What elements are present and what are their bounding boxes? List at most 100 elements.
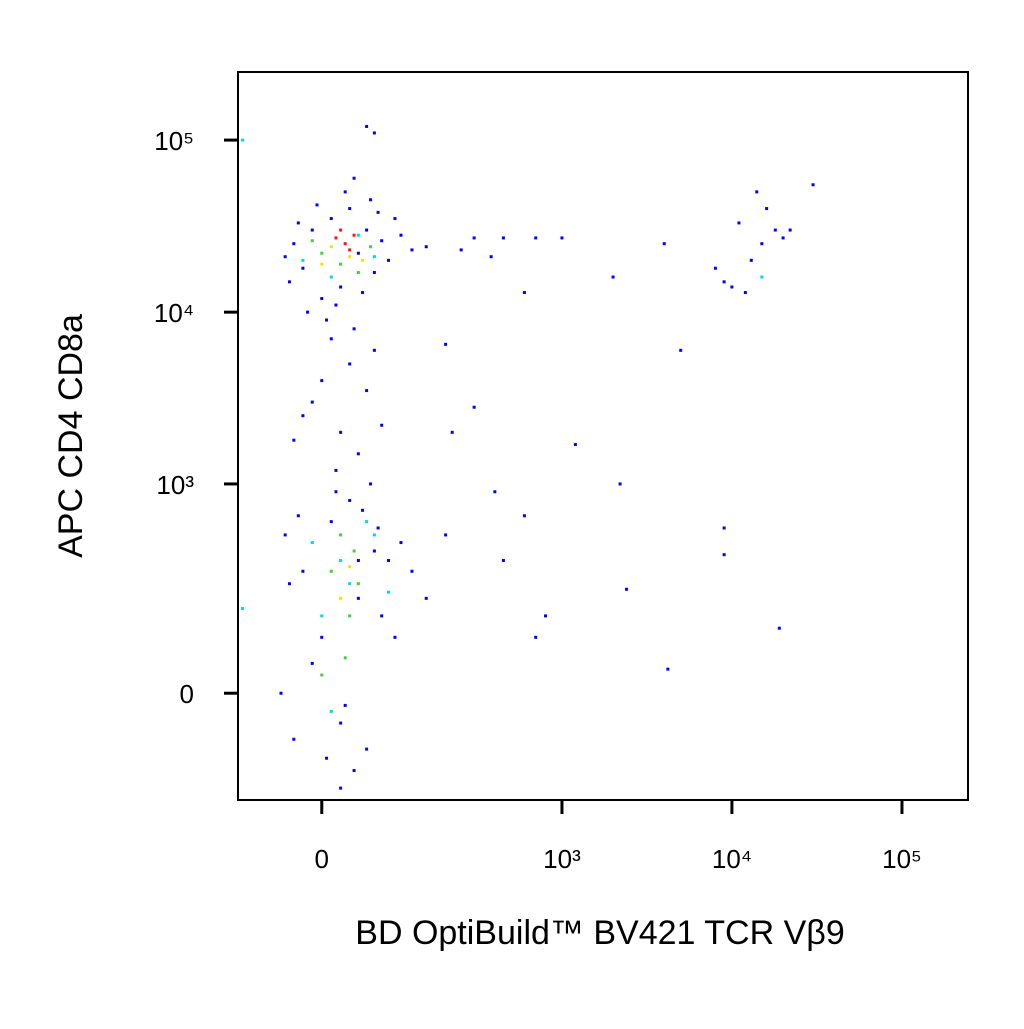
data-point xyxy=(325,756,329,760)
plot-frame xyxy=(237,71,969,801)
y-axis-title: APC CD4 CD8a xyxy=(52,314,90,558)
data-point xyxy=(444,533,448,537)
data-point xyxy=(399,233,403,237)
data-point xyxy=(666,667,670,671)
data-point xyxy=(343,242,347,246)
data-point xyxy=(334,303,338,307)
data-point xyxy=(489,255,493,259)
data-point xyxy=(369,245,373,249)
data-point xyxy=(348,207,352,211)
data-point xyxy=(343,703,347,707)
data-point xyxy=(339,786,343,790)
data-point xyxy=(618,482,622,486)
data-point xyxy=(760,242,764,246)
data-point xyxy=(387,590,391,594)
data-point xyxy=(679,348,683,352)
data-point xyxy=(279,691,283,695)
data-point xyxy=(534,635,538,639)
data-point xyxy=(625,587,629,591)
data-point xyxy=(730,285,734,289)
data-point xyxy=(361,508,365,512)
data-point xyxy=(380,423,384,427)
data-point xyxy=(310,661,314,665)
data-point xyxy=(459,248,463,252)
data-point xyxy=(372,348,376,352)
y-tick-label: 10³ xyxy=(156,470,194,500)
data-point xyxy=(292,242,296,246)
x-axis-title: BD OptiBuild™ BV421 TCR Vβ9 xyxy=(355,914,844,952)
data-point xyxy=(301,258,305,262)
data-point xyxy=(662,242,666,246)
data-point xyxy=(292,737,296,741)
data-point xyxy=(811,183,815,187)
data-point xyxy=(765,207,769,211)
data-point xyxy=(356,251,360,255)
data-point xyxy=(788,228,792,232)
data-point xyxy=(472,405,476,409)
data-point xyxy=(361,258,365,262)
data-point xyxy=(329,275,333,279)
data-point xyxy=(325,318,329,322)
data-point xyxy=(315,203,319,207)
data-point xyxy=(348,248,352,252)
data-point xyxy=(334,236,338,240)
data-point xyxy=(329,520,333,524)
data-point xyxy=(544,614,548,618)
data-point xyxy=(339,430,343,434)
data-point xyxy=(348,362,352,366)
data-point xyxy=(283,255,287,259)
data-point xyxy=(296,514,300,518)
data-point xyxy=(287,582,291,586)
data-point xyxy=(339,285,343,289)
data-point xyxy=(573,442,577,446)
data-point xyxy=(722,553,726,557)
data-point xyxy=(348,582,352,586)
data-point xyxy=(320,297,324,301)
data-point xyxy=(343,190,347,194)
data-point xyxy=(241,138,245,142)
data-point xyxy=(424,596,428,600)
data-point xyxy=(356,233,360,237)
data-point xyxy=(292,438,296,442)
data-point xyxy=(310,541,314,545)
data-point xyxy=(356,596,360,600)
data-point xyxy=(372,270,376,274)
data-point xyxy=(320,379,324,383)
data-point xyxy=(722,526,726,530)
data-point xyxy=(329,569,333,573)
data-point xyxy=(372,255,376,259)
data-point xyxy=(352,769,356,773)
data-point xyxy=(334,468,338,472)
data-point xyxy=(387,558,391,562)
data-point xyxy=(339,596,343,600)
data-point xyxy=(320,262,324,266)
data-point xyxy=(339,558,343,562)
data-point xyxy=(310,228,314,232)
data-point xyxy=(760,275,764,279)
data-point xyxy=(393,635,397,639)
data-point xyxy=(348,614,352,618)
data-point xyxy=(722,280,726,284)
data-point xyxy=(365,747,369,751)
data-point xyxy=(380,239,384,243)
data-point xyxy=(348,565,352,569)
data-point xyxy=(343,656,347,660)
data-point xyxy=(399,541,403,545)
data-point xyxy=(781,236,785,240)
data-point xyxy=(372,549,376,553)
data-point xyxy=(522,291,526,295)
data-point xyxy=(310,400,314,404)
data-point xyxy=(339,262,343,266)
data-point xyxy=(743,291,747,295)
data-point xyxy=(348,498,352,502)
data-point xyxy=(376,526,380,530)
data-point xyxy=(356,582,360,586)
data-point xyxy=(339,228,343,232)
x-tick-label: 0 xyxy=(315,844,329,874)
data-point xyxy=(713,266,717,270)
data-point xyxy=(339,533,343,537)
x-tick-label: 10⁴ xyxy=(712,844,752,874)
data-point xyxy=(560,236,564,240)
data-point xyxy=(310,239,314,243)
